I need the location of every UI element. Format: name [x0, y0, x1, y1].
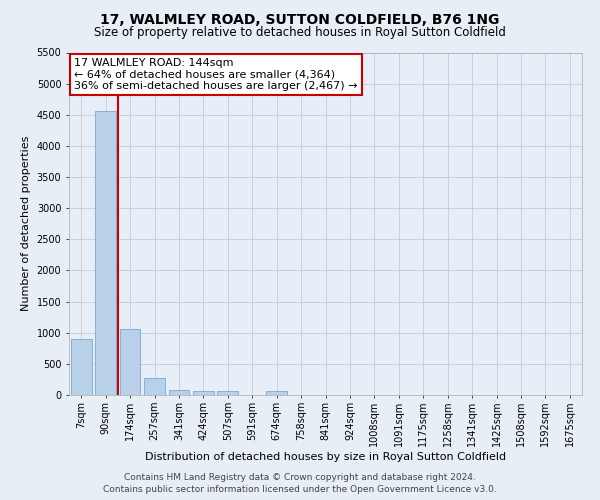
X-axis label: Distribution of detached houses by size in Royal Sutton Coldfield: Distribution of detached houses by size … — [145, 452, 506, 462]
Bar — [266, 392, 287, 395]
Text: 17 WALMLEY ROAD: 144sqm
← 64% of detached houses are smaller (4,364)
36% of semi: 17 WALMLEY ROAD: 144sqm ← 64% of detache… — [74, 58, 358, 91]
Bar — [217, 391, 238, 395]
Bar — [193, 391, 214, 395]
Text: Contains HM Land Registry data © Crown copyright and database right 2024.
Contai: Contains HM Land Registry data © Crown c… — [103, 472, 497, 494]
Bar — [144, 378, 165, 395]
Bar — [95, 111, 116, 395]
Y-axis label: Number of detached properties: Number of detached properties — [21, 136, 31, 312]
Bar — [119, 329, 140, 395]
Bar — [169, 390, 190, 395]
Text: 17, WALMLEY ROAD, SUTTON COLDFIELD, B76 1NG: 17, WALMLEY ROAD, SUTTON COLDFIELD, B76 … — [100, 12, 500, 26]
Bar — [71, 339, 92, 395]
Text: Size of property relative to detached houses in Royal Sutton Coldfield: Size of property relative to detached ho… — [94, 26, 506, 39]
